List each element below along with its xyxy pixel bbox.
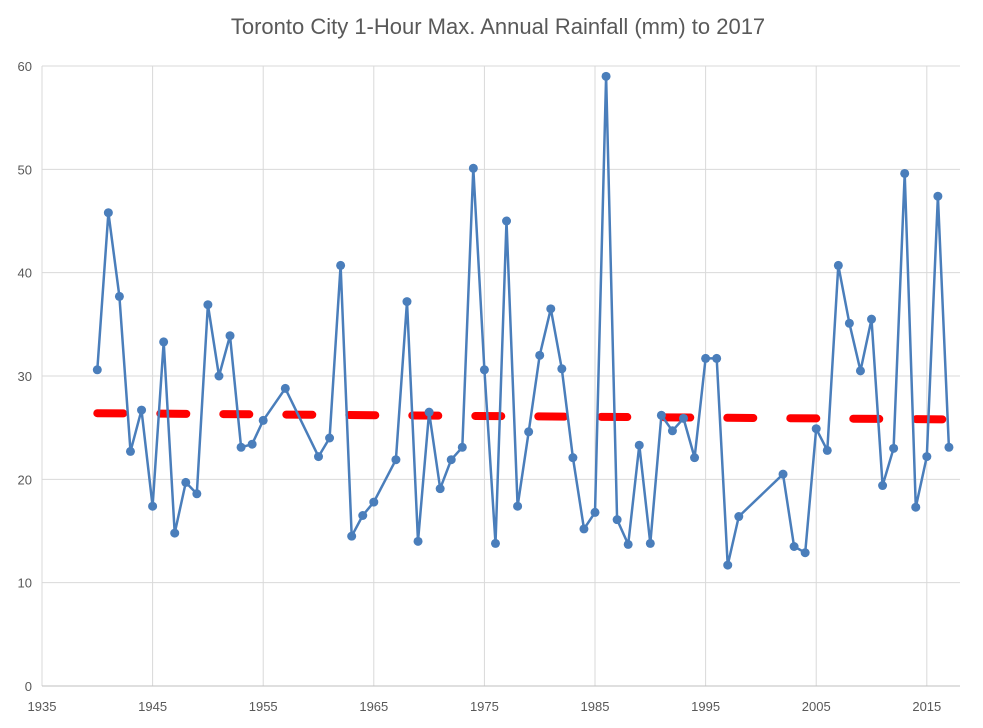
data-point [181,477,191,487]
data-point [170,528,180,538]
data-point [612,515,622,525]
x-axis-ticks: 1935 1945 1955 1965 1975 1985 1995 2005 2015 [28,699,942,714]
data-point [280,383,290,393]
data-point [579,524,589,534]
data-point [125,446,135,456]
x-tick-label: 1945 [138,699,167,714]
data-point [490,538,500,548]
data-point [623,539,633,549]
x-tick-label: 1975 [470,699,499,714]
y-tick-label: 30 [18,369,32,384]
series-line [96,75,951,567]
data-point [159,337,169,347]
data-point [944,442,954,452]
data-point [844,318,854,328]
data-point [103,208,113,218]
data-point [690,453,700,463]
data-point [148,501,158,511]
data-point [800,548,810,558]
data-point [347,531,357,541]
data-point [734,512,744,522]
data-point [535,350,545,360]
data-point [137,405,147,415]
data-point [855,366,865,376]
data-point [911,502,921,512]
y-tick-label: 60 [18,59,32,74]
y-tick-label: 0 [25,679,32,694]
data-point [468,163,478,173]
data-point [435,484,445,494]
data-point [568,453,578,463]
x-tick-label: 1955 [249,699,278,714]
data-point [656,410,666,420]
data-point [369,497,379,507]
data-point [446,455,456,465]
data-point [336,260,346,270]
data-point [789,542,799,551]
data-point [634,440,644,450]
data-point [900,168,910,178]
data-point [922,452,932,462]
series-layer [92,71,954,570]
x-tick-label: 2005 [802,699,831,714]
data-point [645,538,655,548]
data-point [778,469,788,479]
chart-title: Toronto City 1-Hour Max. Annual Rainfall… [231,14,765,39]
data-point [402,297,412,307]
data-point [546,304,556,314]
data-point [833,260,843,270]
data-point [192,489,202,499]
data-point [258,415,268,425]
data-point [933,191,943,201]
x-tick-label: 2015 [912,699,941,714]
data-point [92,365,102,375]
data-point [314,452,324,462]
trendline-layer [93,409,953,424]
data-point [524,427,534,437]
data-point [667,426,677,436]
data-point [502,216,512,226]
x-tick-label: 1935 [28,699,57,714]
data-point [247,439,257,449]
data-point [723,560,733,570]
data-point [867,314,877,324]
data-point [678,413,688,423]
y-axis-ticks: 0 10 20 30 40 50 60 [18,59,32,694]
y-tick-label: 10 [18,576,32,591]
data-point [225,331,235,341]
gridlines [41,65,960,687]
data-point [424,407,434,417]
data-point [236,442,246,452]
data-point [358,511,368,520]
data-point [889,443,899,453]
data-point [878,481,888,491]
data-point [557,364,567,374]
data-point [203,300,213,310]
data-point [590,507,600,517]
data-point [811,424,821,434]
x-tick-label: 1985 [581,699,610,714]
data-point [457,442,467,452]
data-point [214,371,224,381]
data-point [114,291,124,301]
x-tick-label: 1995 [691,699,720,714]
data-point [822,445,832,455]
data-point [513,501,523,511]
data-point [413,536,423,546]
data-point [712,353,722,363]
y-tick-label: 20 [18,472,32,487]
data-point [601,71,611,81]
y-tick-label: 40 [18,266,32,281]
x-tick-label: 1965 [359,699,388,714]
data-point [701,353,711,363]
y-tick-label: 50 [18,162,32,177]
data-point [391,455,401,465]
trendline [93,409,953,424]
data-point [325,433,335,443]
data-point [479,365,489,375]
